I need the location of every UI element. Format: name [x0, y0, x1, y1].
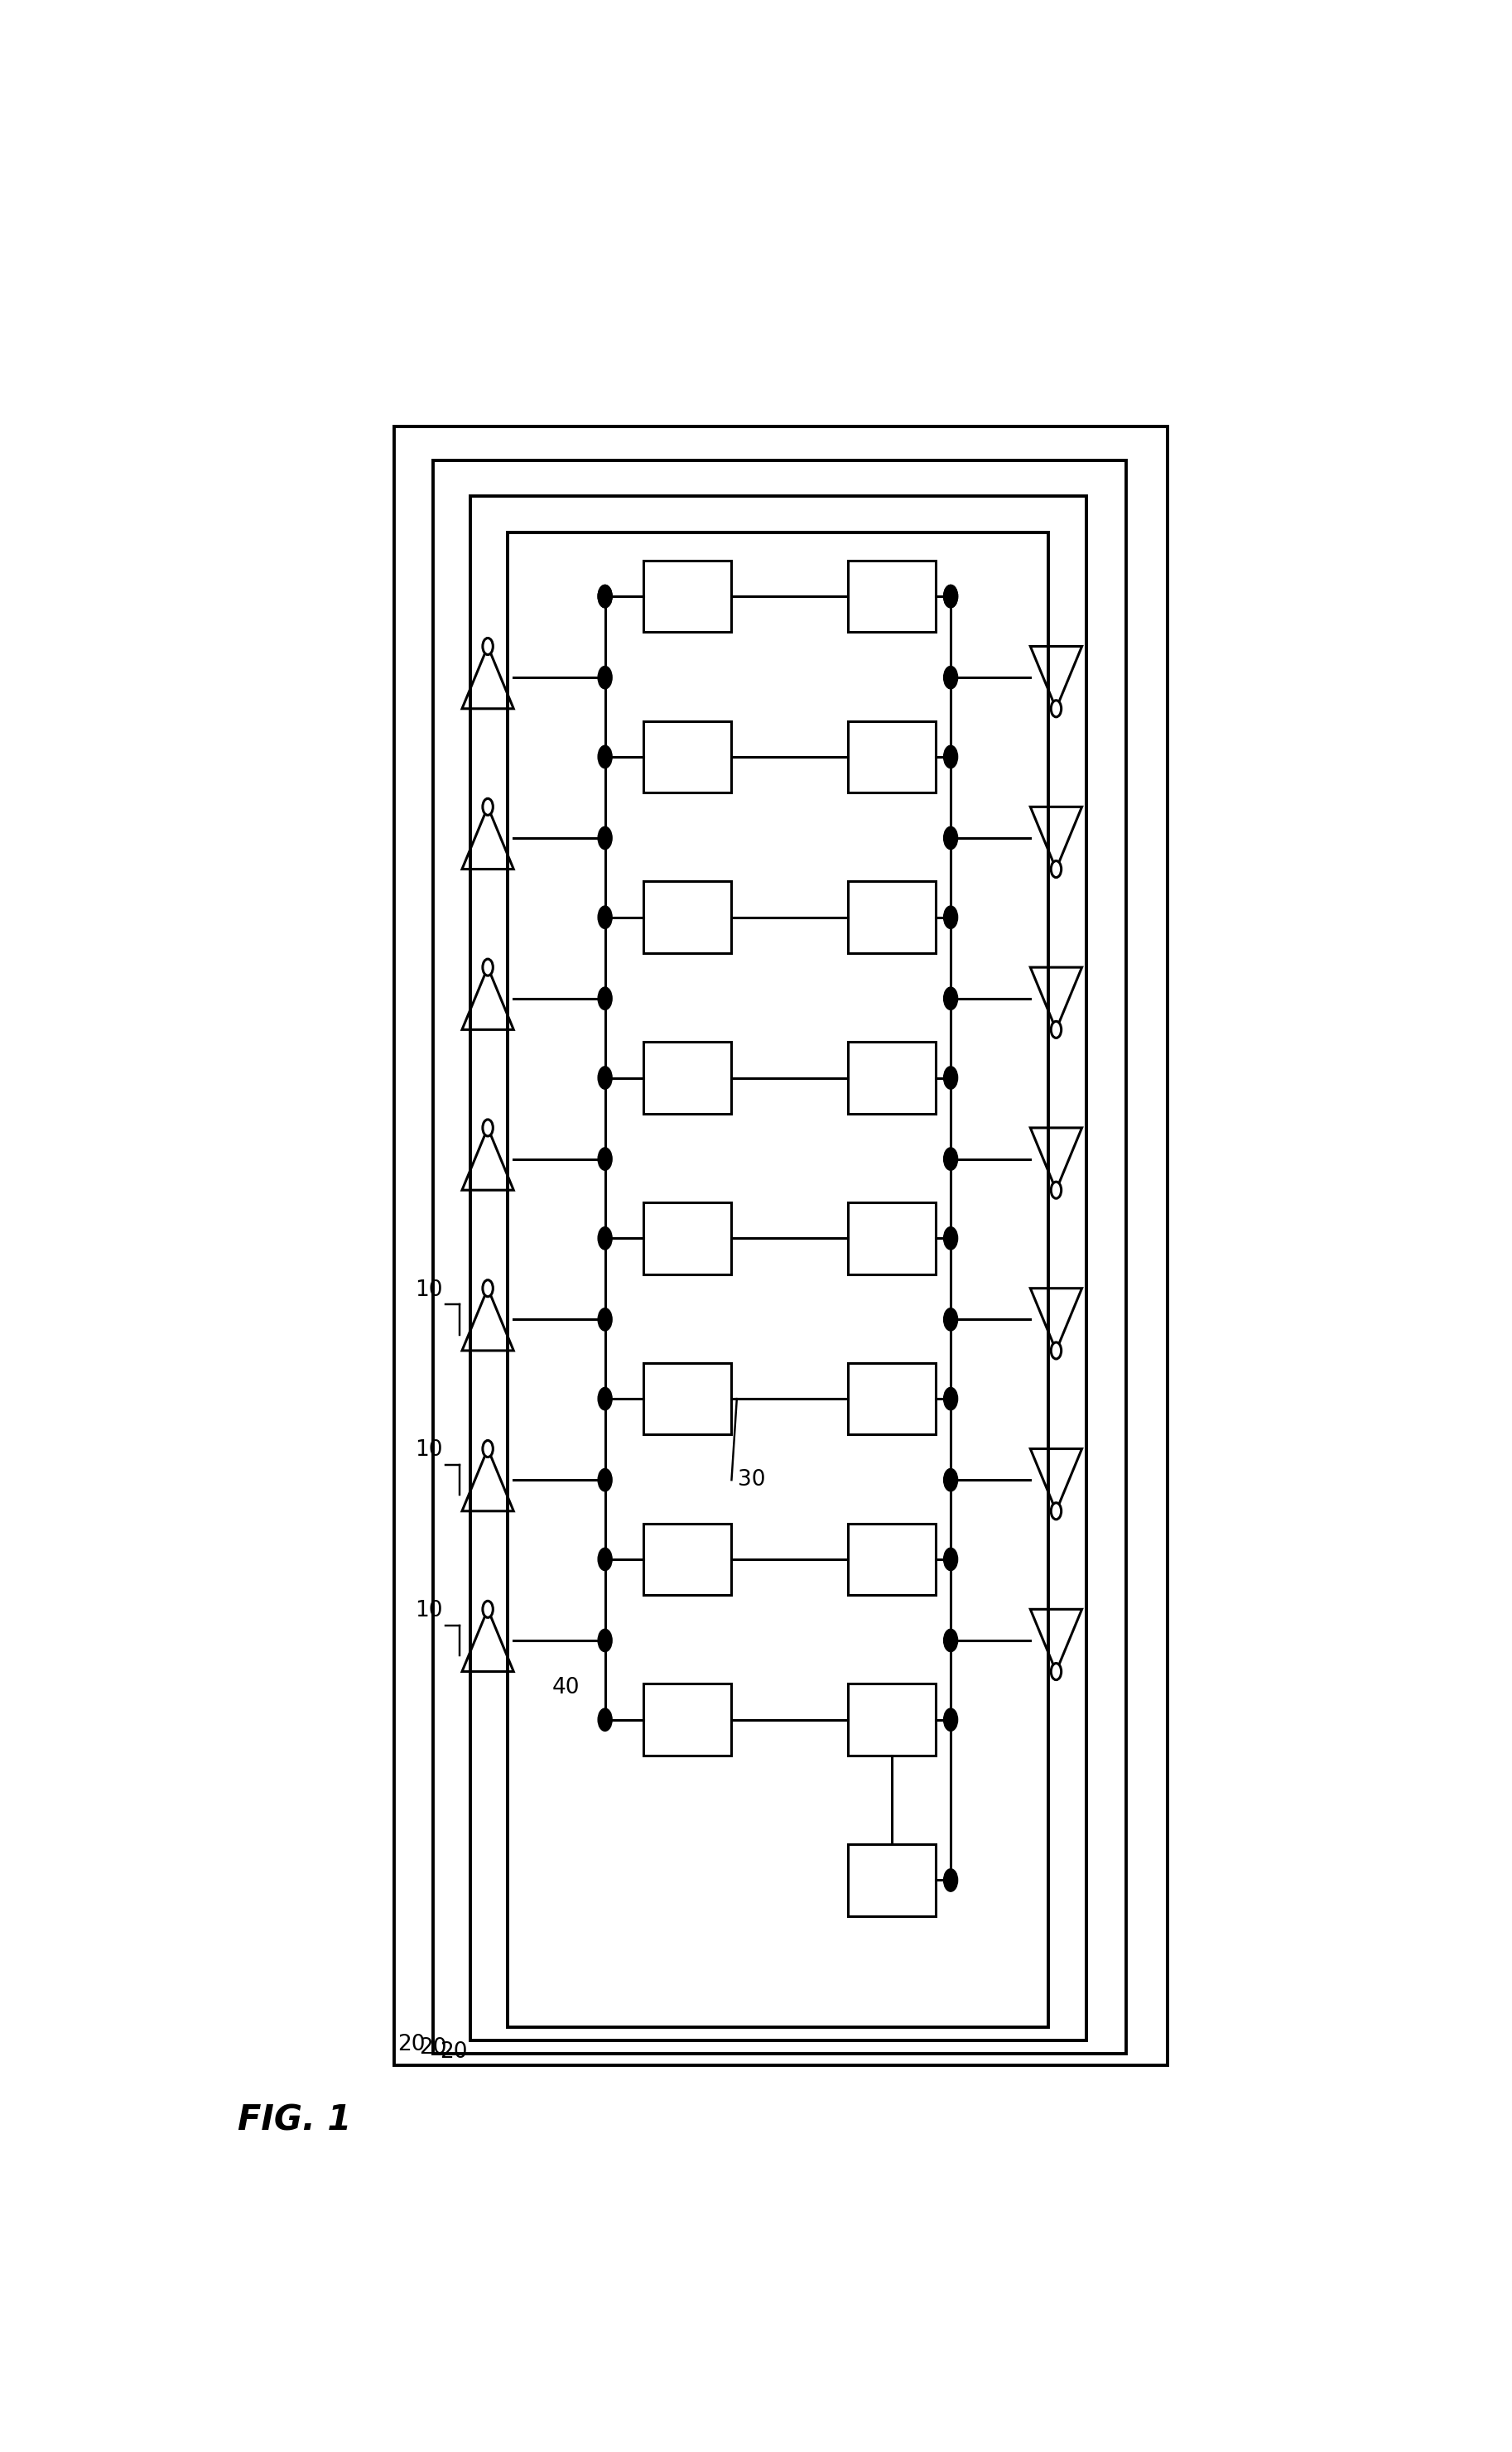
Circle shape: [943, 905, 957, 929]
Bar: [395, 427, 1167, 2065]
Text: 20: 20: [419, 2038, 446, 2060]
Text: FIG. 1: FIG. 1: [237, 2101, 351, 2138]
Bar: [470, 495, 1087, 2040]
Bar: [643, 1523, 730, 1596]
Circle shape: [943, 1067, 957, 1089]
Circle shape: [1051, 1341, 1061, 1358]
Circle shape: [482, 638, 493, 655]
Bar: [643, 1201, 730, 1275]
Circle shape: [597, 905, 612, 929]
Circle shape: [597, 1067, 612, 1089]
Circle shape: [597, 826, 612, 848]
Bar: [643, 721, 730, 792]
Circle shape: [597, 1628, 612, 1653]
Text: 40: 40: [552, 1677, 581, 1699]
Circle shape: [597, 1226, 612, 1251]
Bar: [848, 562, 936, 633]
Bar: [848, 880, 936, 954]
Circle shape: [943, 1307, 957, 1331]
Circle shape: [943, 1388, 957, 1410]
Circle shape: [597, 667, 612, 689]
Bar: [848, 721, 936, 792]
Bar: [643, 1363, 730, 1434]
Text: 30: 30: [738, 1469, 765, 1491]
Circle shape: [943, 586, 957, 608]
Circle shape: [1051, 1662, 1061, 1680]
Circle shape: [943, 745, 957, 767]
Circle shape: [943, 988, 957, 1010]
Bar: [643, 1042, 730, 1113]
Bar: [848, 1523, 936, 1596]
Text: 10: 10: [416, 1439, 443, 1461]
Text: 20: 20: [398, 2033, 425, 2055]
Circle shape: [482, 1121, 493, 1135]
Circle shape: [943, 1709, 957, 1731]
Circle shape: [943, 826, 957, 848]
Circle shape: [482, 959, 493, 976]
Circle shape: [943, 1226, 957, 1251]
Circle shape: [597, 1709, 612, 1731]
Circle shape: [1051, 1022, 1061, 1037]
Circle shape: [943, 1868, 957, 1890]
Bar: [848, 1363, 936, 1434]
Circle shape: [943, 586, 957, 608]
Circle shape: [597, 586, 612, 608]
Circle shape: [597, 1148, 612, 1170]
Text: 10: 10: [416, 1280, 443, 1300]
Bar: [848, 1042, 936, 1113]
Circle shape: [943, 1469, 957, 1491]
Circle shape: [482, 1280, 493, 1297]
Circle shape: [1051, 861, 1061, 878]
Bar: [848, 1685, 936, 1756]
Circle shape: [1051, 1182, 1061, 1199]
Bar: [643, 880, 730, 954]
Circle shape: [1051, 1503, 1061, 1520]
Circle shape: [943, 1148, 957, 1170]
Circle shape: [597, 1388, 612, 1410]
Circle shape: [597, 1307, 612, 1331]
Bar: [643, 562, 730, 633]
Circle shape: [597, 586, 612, 608]
Circle shape: [597, 1547, 612, 1572]
Bar: [643, 1685, 730, 1756]
Bar: [848, 1201, 936, 1275]
Circle shape: [1051, 701, 1061, 716]
Circle shape: [597, 1469, 612, 1491]
Bar: [432, 461, 1126, 2055]
Circle shape: [482, 1439, 493, 1456]
Circle shape: [597, 745, 612, 767]
Circle shape: [943, 1628, 957, 1653]
Text: 10: 10: [416, 1601, 443, 1621]
Circle shape: [943, 1547, 957, 1572]
Circle shape: [943, 667, 957, 689]
Bar: [508, 532, 1048, 2028]
Circle shape: [482, 799, 493, 814]
Bar: [848, 1844, 936, 1915]
Circle shape: [482, 1601, 493, 1618]
Text: 20: 20: [440, 2040, 467, 2062]
Circle shape: [597, 988, 612, 1010]
